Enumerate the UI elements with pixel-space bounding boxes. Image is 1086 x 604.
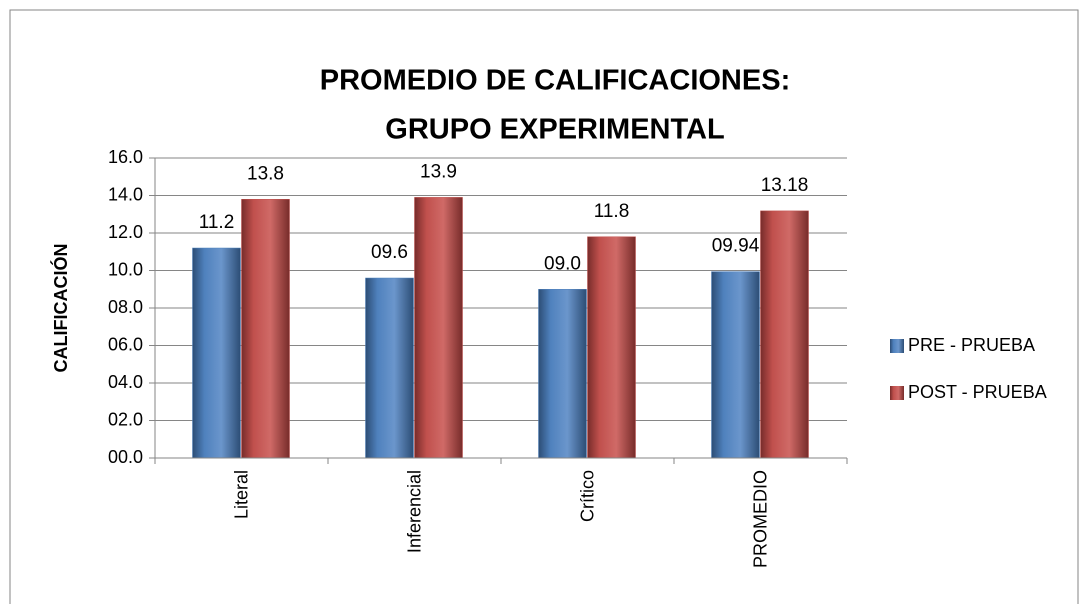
y-tick-label: 02.0: [108, 409, 143, 429]
x-tick-label: Inferencial: [404, 470, 424, 553]
y-tick-label: 08.0: [108, 297, 143, 317]
legend-swatch: [890, 339, 904, 353]
y-tick-label: 12.0: [108, 222, 143, 242]
x-tick-label: Literal: [231, 470, 251, 519]
bar: [414, 197, 463, 459]
data-label: 09.6: [371, 242, 408, 263]
bar: [192, 247, 241, 459]
y-tick-label: 10.0: [108, 259, 143, 279]
x-tick-label: PROMEDIO: [750, 470, 770, 568]
bar: [538, 289, 587, 459]
bar: [241, 199, 290, 459]
data-label: 13.9: [420, 161, 457, 182]
chart-title: GRUPO EXPERIMENTAL: [385, 114, 724, 146]
x-tick-label: Crítico: [577, 470, 597, 522]
y-tick-label: 00.0: [108, 447, 143, 467]
legend-swatch: [890, 386, 904, 400]
y-tick-label: 16.0: [108, 147, 143, 167]
data-label: 09.0: [544, 253, 581, 274]
data-label: 13.18: [761, 175, 809, 196]
bar: [587, 236, 636, 459]
legend-label: PRE - PRUEBA: [908, 335, 1035, 355]
y-axis-label: CALIFICACIÓN: [50, 244, 71, 373]
legend-label: POST - PRUEBA: [908, 382, 1047, 402]
bar: [760, 210, 809, 459]
bar: [711, 271, 760, 459]
data-label: 11.8: [594, 201, 630, 222]
chart-title: PROMEDIO DE CALIFICACIONES:: [320, 65, 790, 97]
y-tick-label: 14.0: [108, 184, 143, 204]
data-label: 13.8: [247, 163, 284, 184]
y-tick-label: 06.0: [108, 334, 143, 354]
data-label: 09.94: [712, 236, 760, 257]
data-label: 11.2: [199, 212, 235, 233]
y-tick-label: 04.0: [108, 372, 143, 392]
bar: [365, 277, 414, 459]
